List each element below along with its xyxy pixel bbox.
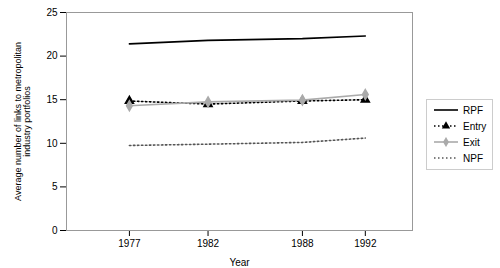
svg-text:1988: 1988 xyxy=(291,238,314,249)
svg-text:1982: 1982 xyxy=(197,238,220,249)
svg-text:0: 0 xyxy=(52,225,58,236)
svg-text:15: 15 xyxy=(46,94,58,105)
svg-text:Average number of links to met: Average number of links to metropolitani… xyxy=(13,42,32,201)
svg-text:5: 5 xyxy=(52,181,58,192)
svg-text:1977: 1977 xyxy=(118,238,141,249)
html-text:Entry: Entry xyxy=(463,120,487,132)
svg-text:1992: 1992 xyxy=(354,238,377,249)
svg-text:20: 20 xyxy=(46,50,58,61)
svg-text:10: 10 xyxy=(46,138,58,149)
svg-text:Year: Year xyxy=(229,257,250,268)
html-text:NPF: NPF xyxy=(463,152,483,164)
html-text:RPF: RPF xyxy=(463,104,483,116)
html-text:Exit: Exit xyxy=(463,136,480,148)
svg-text:25: 25 xyxy=(46,7,58,18)
